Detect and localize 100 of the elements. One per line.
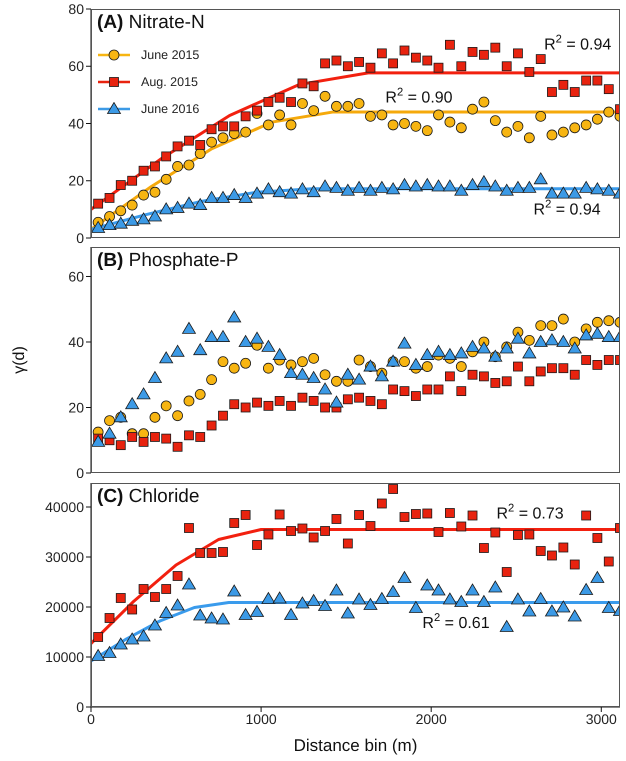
point [432, 344, 446, 357]
point [602, 601, 616, 613]
point [502, 61, 512, 72]
point [308, 81, 319, 92]
point [228, 362, 240, 374]
point [432, 584, 446, 596]
point [354, 510, 364, 520]
point [410, 120, 422, 132]
point [250, 605, 264, 617]
point [490, 115, 501, 126]
point [342, 100, 354, 112]
point [556, 600, 570, 612]
point [138, 584, 148, 594]
annotation: R$^{2}$ = 0.61 [422, 612, 490, 632]
point [127, 176, 138, 186]
point [467, 104, 478, 115]
point [93, 198, 104, 209]
point [546, 320, 558, 332]
point [264, 530, 274, 540]
point [408, 180, 423, 192]
point [262, 592, 276, 604]
y-tick-label: 40000 [45, 498, 84, 515]
x-tick-label: 3000 [586, 710, 618, 727]
point [218, 410, 228, 421]
point [604, 355, 614, 365]
point [308, 396, 319, 406]
point [184, 430, 194, 440]
point [408, 601, 423, 613]
point [468, 510, 478, 520]
annotation: R$^{2}$ = 0.90 [385, 86, 453, 107]
point [170, 201, 184, 213]
point [93, 632, 104, 642]
point [546, 130, 558, 140]
point [298, 78, 308, 88]
point [376, 48, 387, 58]
point [91, 649, 106, 661]
chart-title: (B) Phosphate-P [97, 250, 239, 272]
legend-label: Aug. 2015 [141, 74, 198, 88]
point [522, 346, 536, 358]
point [218, 121, 228, 132]
x-tick-label: 1000 [246, 710, 277, 727]
y-tick-label: 80 [68, 0, 84, 17]
point [252, 398, 262, 408]
point [466, 584, 480, 596]
y-tick-label: 0 [76, 230, 84, 246]
point [445, 508, 455, 518]
point [456, 522, 466, 532]
point [513, 48, 523, 58]
point [161, 434, 172, 444]
point [454, 595, 468, 607]
point [477, 175, 491, 188]
point [352, 592, 366, 604]
point [456, 386, 466, 396]
point [604, 84, 614, 94]
chart-title: (A) Nitrate-N [97, 12, 205, 34]
point [422, 508, 432, 518]
point [488, 180, 502, 192]
point [286, 526, 296, 536]
point [433, 110, 444, 120]
point [104, 415, 115, 426]
point [150, 432, 160, 442]
point [262, 182, 276, 194]
point [264, 400, 274, 411]
point [320, 369, 330, 380]
point [410, 391, 421, 401]
point [388, 120, 398, 130]
y-tick-label: 10000 [45, 648, 84, 665]
point [569, 122, 580, 134]
point [434, 527, 444, 537]
point [296, 182, 310, 194]
point [227, 310, 242, 322]
point [400, 46, 410, 56]
point [150, 162, 160, 172]
point [556, 186, 570, 199]
point [568, 610, 582, 622]
point [306, 594, 321, 606]
point [263, 362, 274, 374]
point [434, 384, 444, 394]
point [443, 180, 457, 192]
point [332, 56, 342, 66]
point [160, 400, 172, 412]
point [558, 542, 568, 552]
y-tick-label: 0 [76, 464, 84, 481]
point [320, 58, 330, 68]
point [284, 608, 298, 620]
point [592, 114, 603, 125]
point [138, 166, 148, 176]
point [229, 399, 240, 410]
point [204, 191, 218, 203]
point [536, 366, 546, 376]
x-tick-label: 2000 [416, 710, 447, 727]
point [148, 618, 162, 630]
point [274, 92, 285, 103]
point [478, 96, 490, 108]
point [161, 584, 172, 594]
point [102, 646, 116, 658]
point [456, 122, 467, 134]
point [161, 152, 172, 162]
point [150, 592, 160, 602]
point [536, 54, 546, 64]
